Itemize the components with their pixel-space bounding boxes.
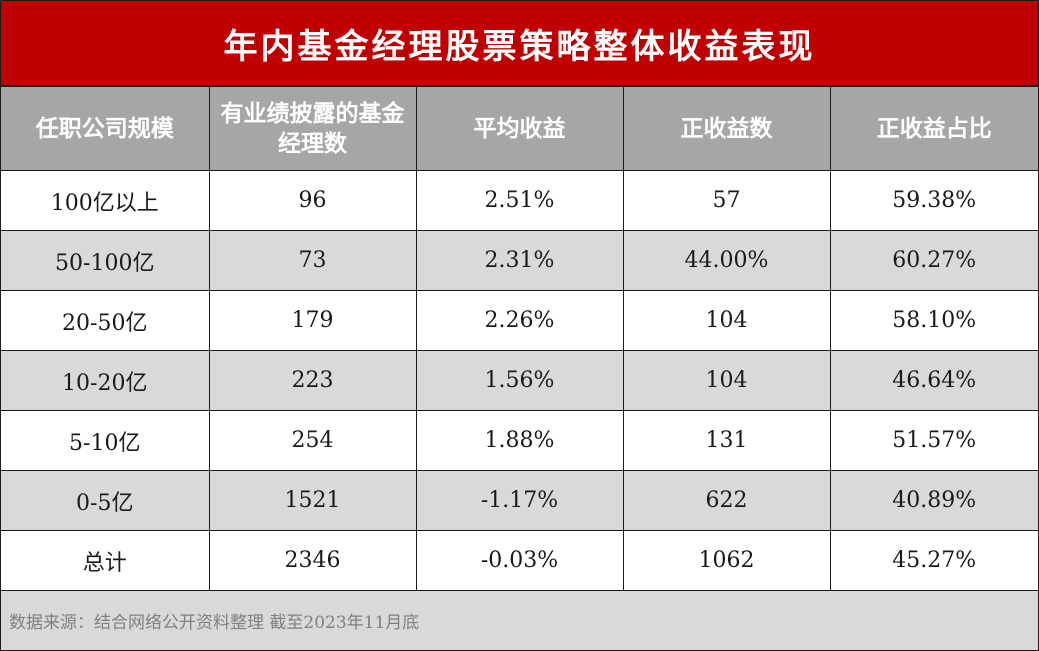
cell-positive-ratio: 46.64% (829, 350, 1038, 411)
cell-manager-count: 1521 (208, 470, 417, 531)
cell-positive-count: 104 (622, 350, 831, 411)
cell-positive-ratio: 40.89% (829, 470, 1038, 531)
cell-manager-count: 223 (208, 350, 417, 411)
cell-average-return: -1.17% (415, 470, 624, 531)
table-row-total: 总计 2346 -0.03% 1062 45.27% (1, 530, 1038, 591)
cell-average-return: 2.26% (415, 290, 624, 351)
cell-manager-count: 179 (208, 290, 417, 351)
table-row: 100亿以上 96 2.51% 57 59.38% (1, 170, 1038, 231)
table-row: 0-5亿 1521 -1.17% 622 40.89% (1, 470, 1038, 531)
cell-average-return: -0.03% (415, 530, 624, 591)
table-row: 20-50亿 179 2.26% 104 58.10% (1, 290, 1038, 351)
cell-positive-ratio: 58.10% (829, 290, 1038, 351)
table-row: 50-100亿 73 2.31% 44.00% 60.27% (1, 230, 1038, 291)
cell-positive-count: 104 (622, 290, 831, 351)
cell-positive-count: 44.00% (622, 230, 831, 291)
header-average-return: 平均收益 (415, 86, 624, 171)
cell-average-return: 2.51% (415, 170, 624, 231)
header-manager-count: 有业绩披露的基金经理数 (208, 86, 417, 171)
cell-manager-count: 2346 (208, 530, 417, 591)
cell-positive-ratio: 51.57% (829, 410, 1038, 471)
cell-manager-count: 73 (208, 230, 417, 291)
cell-manager-count: 96 (208, 170, 417, 231)
header-positive-count: 正收益数 (622, 86, 831, 171)
performance-table: 任职公司规模 有业绩披露的基金经理数 平均收益 正收益数 正收益占比 100亿以… (1, 86, 1038, 591)
cell-positive-count: 57 (622, 170, 831, 231)
header-row: 任职公司规模 有业绩披露的基金经理数 平均收益 正收益数 正收益占比 (1, 86, 1038, 171)
cell-company-size: 0-5亿 (1, 470, 210, 531)
cell-positive-count: 131 (622, 410, 831, 471)
cell-company-size: 50-100亿 (1, 230, 210, 291)
cell-positive-ratio: 59.38% (829, 170, 1038, 231)
cell-average-return: 1.88% (415, 410, 624, 471)
table-row: 5-10亿 254 1.88% 131 51.57% (1, 410, 1038, 471)
header-positive-ratio: 正收益占比 (829, 86, 1038, 171)
cell-company-size: 总计 (1, 530, 210, 591)
table-title: 年内基金经理股票策略整体收益表现 (1, 1, 1038, 86)
cell-average-return: 1.56% (415, 350, 624, 411)
cell-company-size: 5-10亿 (1, 410, 210, 471)
cell-average-return: 2.31% (415, 230, 624, 291)
header-company-size: 任职公司规模 (1, 86, 210, 171)
cell-positive-ratio: 60.27% (829, 230, 1038, 291)
table-row: 10-20亿 223 1.56% 104 46.64% (1, 350, 1038, 411)
cell-company-size: 10-20亿 (1, 350, 210, 411)
cell-positive-count: 622 (622, 470, 831, 531)
cell-company-size: 100亿以上 (1, 170, 210, 231)
cell-positive-ratio: 45.27% (829, 530, 1038, 591)
cell-manager-count: 254 (208, 410, 417, 471)
source-footnote: 数据来源：结合网络公开资料整理 截至2023年11月底 (1, 591, 1038, 650)
cell-positive-count: 1062 (622, 530, 831, 591)
cell-company-size: 20-50亿 (1, 290, 210, 351)
